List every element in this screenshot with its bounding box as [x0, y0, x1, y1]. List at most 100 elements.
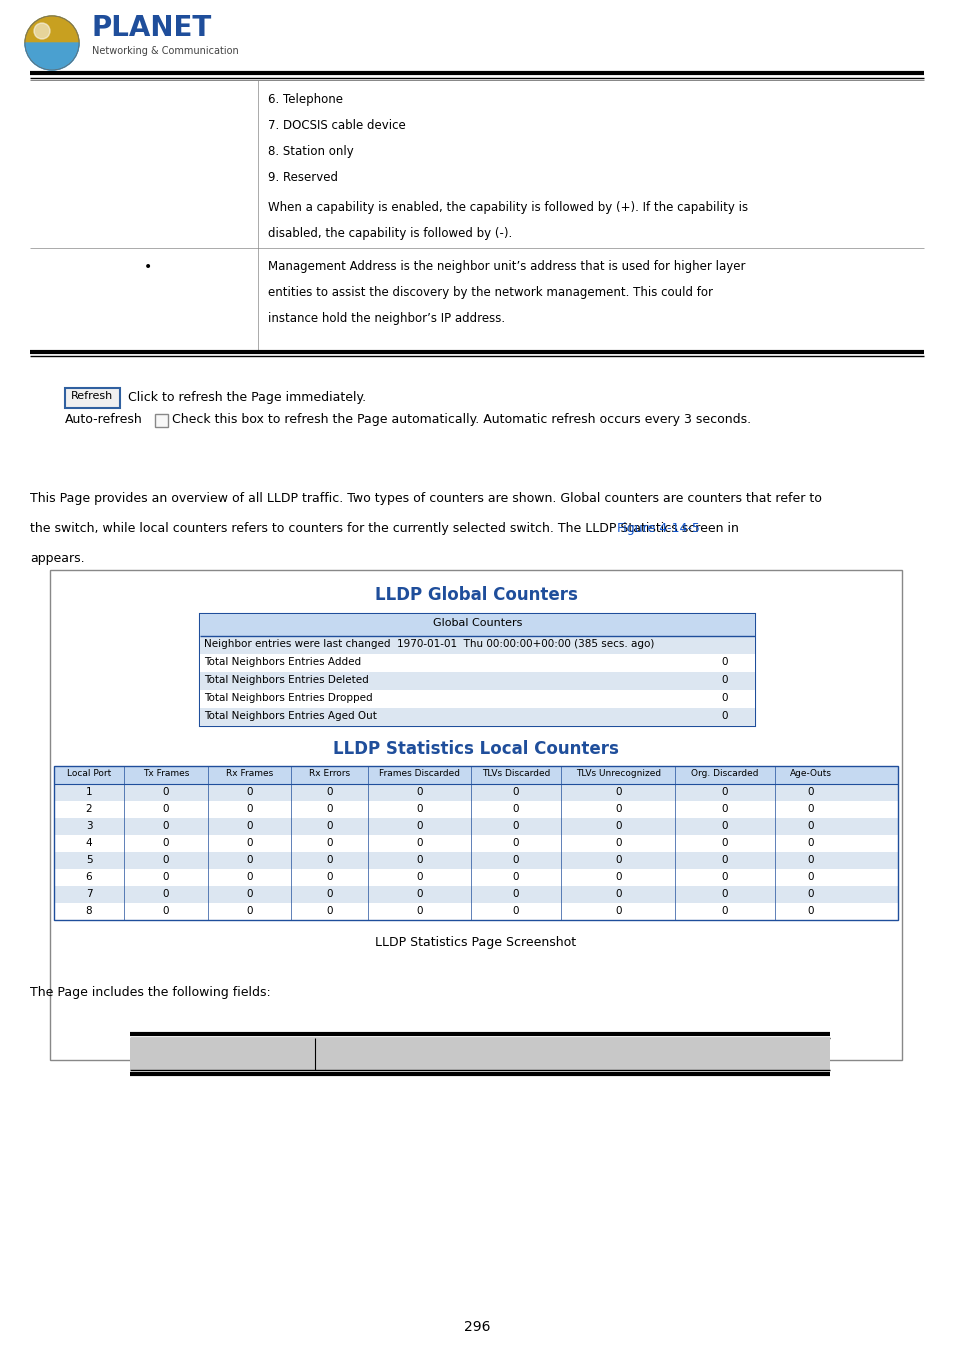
Text: Figure 4-14-5: Figure 4-14-5: [617, 522, 700, 535]
Text: entities to assist the discovery by the network management. This could for: entities to assist the discovery by the …: [268, 286, 712, 298]
Text: 0: 0: [721, 872, 727, 882]
FancyBboxPatch shape: [54, 818, 897, 836]
FancyBboxPatch shape: [54, 765, 897, 784]
Text: 0: 0: [326, 805, 333, 814]
FancyBboxPatch shape: [200, 653, 754, 672]
Text: 0: 0: [513, 787, 518, 796]
Text: Global Counters: Global Counters: [433, 618, 521, 628]
Text: •: •: [144, 261, 152, 274]
Text: 0: 0: [246, 906, 253, 917]
Text: Tx Frames: Tx Frames: [143, 769, 189, 778]
Text: 0: 0: [721, 855, 727, 865]
Text: LLDP Global Counters: LLDP Global Counters: [375, 586, 577, 603]
Text: Auto-refresh: Auto-refresh: [65, 413, 143, 427]
Text: 0: 0: [513, 890, 518, 899]
Text: 2: 2: [86, 805, 92, 814]
FancyBboxPatch shape: [200, 707, 754, 726]
Wedge shape: [25, 16, 79, 43]
Text: Total Neighbors Entries Deleted: Total Neighbors Entries Deleted: [204, 675, 369, 684]
FancyBboxPatch shape: [200, 672, 754, 690]
Text: Networking & Communication: Networking & Communication: [91, 46, 238, 55]
Text: 0: 0: [615, 872, 620, 882]
Text: disabled, the capability is followed by (-).: disabled, the capability is followed by …: [268, 227, 512, 240]
Text: 3: 3: [86, 821, 92, 832]
Text: 0: 0: [615, 805, 620, 814]
Text: 0: 0: [416, 805, 422, 814]
Text: 7: 7: [86, 890, 92, 899]
Text: 4: 4: [86, 838, 92, 848]
Text: 0: 0: [326, 787, 333, 796]
FancyBboxPatch shape: [200, 614, 754, 636]
Text: 0: 0: [807, 838, 814, 848]
Text: 0: 0: [326, 838, 333, 848]
Circle shape: [34, 23, 50, 39]
Wedge shape: [25, 43, 79, 70]
Text: Click to refresh the Page immediately.: Click to refresh the Page immediately.: [128, 392, 366, 404]
Text: 0: 0: [513, 838, 518, 848]
Text: 0: 0: [721, 657, 727, 667]
Text: 0: 0: [615, 787, 620, 796]
Text: This Page provides an overview of all LLDP traffic. Two types of counters are sh: This Page provides an overview of all LL…: [30, 491, 821, 505]
Text: Refresh: Refresh: [71, 392, 113, 401]
Text: 0: 0: [162, 890, 169, 899]
Text: 0: 0: [416, 821, 422, 832]
Text: appears.: appears.: [30, 552, 85, 566]
Text: 0: 0: [416, 855, 422, 865]
Text: 0: 0: [513, 872, 518, 882]
Text: 0: 0: [807, 805, 814, 814]
Text: 0: 0: [416, 906, 422, 917]
Text: Check this box to refresh the Page automatically. Automatic refresh occurs every: Check this box to refresh the Page autom…: [172, 413, 750, 427]
Text: When a capability is enabled, the capability is followed by (+). If the capabili: When a capability is enabled, the capabi…: [268, 201, 747, 215]
Text: Rx Errors: Rx Errors: [309, 769, 350, 778]
Text: 0: 0: [246, 821, 253, 832]
FancyBboxPatch shape: [200, 636, 754, 653]
FancyBboxPatch shape: [54, 852, 897, 869]
Text: 6: 6: [86, 872, 92, 882]
FancyBboxPatch shape: [65, 387, 120, 408]
Text: 0: 0: [615, 906, 620, 917]
Text: 0: 0: [162, 805, 169, 814]
Text: 0: 0: [513, 821, 518, 832]
FancyBboxPatch shape: [130, 1038, 829, 1071]
Text: 0: 0: [326, 906, 333, 917]
FancyBboxPatch shape: [200, 614, 754, 726]
Text: 0: 0: [326, 821, 333, 832]
Text: Total Neighbors Entries Added: Total Neighbors Entries Added: [204, 657, 361, 667]
Text: 9. Reserved: 9. Reserved: [268, 171, 337, 184]
Text: 0: 0: [162, 821, 169, 832]
Text: LLDP Statistics Page Screenshot: LLDP Statistics Page Screenshot: [375, 936, 576, 949]
FancyBboxPatch shape: [50, 570, 901, 1060]
Text: Org. Discarded: Org. Discarded: [691, 769, 758, 778]
Text: 0: 0: [162, 855, 169, 865]
Text: 0: 0: [246, 890, 253, 899]
Text: Total Neighbors Entries Aged Out: Total Neighbors Entries Aged Out: [204, 711, 376, 721]
Text: 0: 0: [721, 821, 727, 832]
Text: Local Port: Local Port: [67, 769, 112, 778]
Text: 0: 0: [246, 787, 253, 796]
Text: 0: 0: [615, 855, 620, 865]
Text: 0: 0: [246, 872, 253, 882]
Text: Neighbor entries were last changed  1970-01-01  Thu 00:00:00+00:00 (385 secs. ag: Neighbor entries were last changed 1970-…: [204, 639, 654, 649]
Text: 0: 0: [807, 906, 814, 917]
Text: 0: 0: [326, 890, 333, 899]
Circle shape: [25, 16, 79, 70]
Text: 0: 0: [615, 890, 620, 899]
Text: 0: 0: [513, 906, 518, 917]
Text: 296: 296: [463, 1320, 490, 1334]
Text: TLVs Discarded: TLVs Discarded: [481, 769, 550, 778]
Text: Frames Discarded: Frames Discarded: [378, 769, 459, 778]
FancyBboxPatch shape: [54, 836, 897, 852]
Text: 0: 0: [721, 787, 727, 796]
Text: the switch, while local counters refers to counters for the currently selected s: the switch, while local counters refers …: [30, 522, 742, 535]
Text: 0: 0: [513, 855, 518, 865]
Text: PLANET: PLANET: [91, 14, 212, 42]
Text: 0: 0: [416, 787, 422, 796]
Text: 0: 0: [615, 838, 620, 848]
Text: 0: 0: [807, 872, 814, 882]
Text: 8. Station only: 8. Station only: [268, 144, 354, 158]
Text: 0: 0: [721, 711, 727, 721]
Text: 0: 0: [246, 838, 253, 848]
Text: 0: 0: [615, 821, 620, 832]
Text: 0: 0: [162, 838, 169, 848]
Text: Management Address is the neighbor unit’s address that is used for higher layer: Management Address is the neighbor unit’…: [268, 261, 744, 273]
